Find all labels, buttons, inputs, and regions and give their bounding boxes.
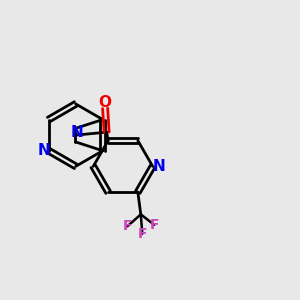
Text: F: F <box>137 227 147 241</box>
Text: F: F <box>123 219 132 233</box>
Text: F: F <box>149 218 159 232</box>
Text: N: N <box>70 125 83 140</box>
Text: N: N <box>153 159 166 174</box>
Text: O: O <box>99 95 112 110</box>
Text: N: N <box>38 143 51 158</box>
